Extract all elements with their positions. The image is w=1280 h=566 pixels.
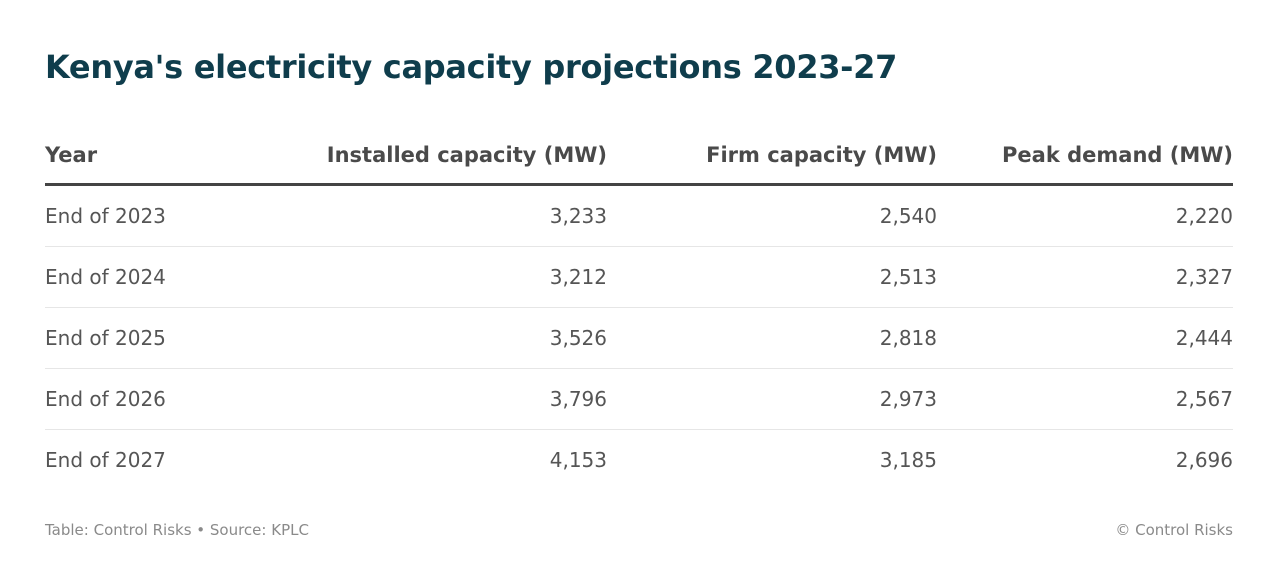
- firm-capacity-cell: 2,513: [607, 246, 937, 308]
- table-row: End of 2026 3,796 2,973 2,567: [45, 368, 1233, 430]
- installed-capacity-cell: 3,796: [245, 368, 607, 430]
- peak-demand-cell: 2,567: [937, 368, 1233, 430]
- peak-demand-cell: 2,696: [1175, 448, 1233, 472]
- column-header-peak-demand: Peak demand (MW): [937, 126, 1233, 186]
- year-cell: End of 2023: [45, 184, 245, 247]
- column-header-firm-capacity: Firm capacity (MW): [607, 126, 937, 186]
- table-row: End of 2027 4,153 3,185 2,696: [45, 430, 1233, 491]
- page-title: Kenya's electricity capacity projections…: [45, 48, 898, 86]
- copyright-note: © Control Risks: [1115, 521, 1233, 539]
- table-figure: Kenya's electricity capacity projections…: [45, 0, 1233, 566]
- table-row: End of 2025 3,526 2,818 2,444: [45, 307, 1233, 369]
- year-cell: End of 2025: [45, 307, 245, 369]
- column-header-year: Year: [45, 126, 245, 186]
- firm-capacity-cell: 3,185: [879, 448, 937, 472]
- table-row: End of 2023 3,233 2,540 2,220: [45, 184, 1233, 247]
- header-row: Year Installed capacity (MW) Firm capaci…: [45, 126, 1233, 186]
- installed-capacity-cell: 3,526: [245, 307, 607, 369]
- installed-capacity-cell: 3,212: [245, 246, 607, 308]
- firm-capacity-cell: 2,540: [607, 184, 937, 247]
- firm-capacity-cell: 2,818: [607, 307, 937, 369]
- year-cell: End of 2024: [45, 246, 245, 308]
- year-cell: End of 2026: [45, 368, 245, 430]
- source-note: Table: Control Risks • Source: KPLC: [45, 521, 309, 539]
- peak-demand-cell: 2,327: [937, 246, 1233, 308]
- installed-capacity-cell: 4,153: [549, 448, 607, 472]
- year-cell: End of 2027: [45, 448, 166, 472]
- installed-capacity-cell: 3,233: [245, 184, 607, 247]
- firm-capacity-cell: 2,973: [607, 368, 937, 430]
- table-row: End of 2024 3,212 2,513 2,327: [45, 246, 1233, 308]
- peak-demand-cell: 2,220: [937, 184, 1233, 247]
- data-table: Year Installed capacity (MW) Firm capaci…: [45, 126, 1233, 490]
- peak-demand-cell: 2,444: [937, 307, 1233, 369]
- column-header-installed-capacity: Installed capacity (MW): [245, 126, 607, 186]
